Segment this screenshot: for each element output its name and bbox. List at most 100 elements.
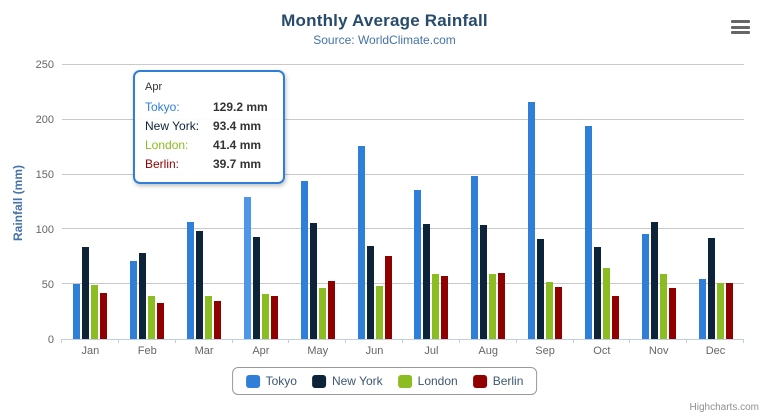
hamburger-bar [731,20,750,23]
bar-group-jul [403,65,460,339]
y-axis-tick-label: 100 [35,224,54,236]
x-axis-tick [743,339,744,343]
tooltip-series-value: 41.4 mm [213,138,262,152]
legend: Tokyo New York London Berlin [231,367,538,395]
x-axis-label-dec: Dec [705,345,726,357]
bar-london-mar[interactable] [205,295,213,339]
x-axis-tick [402,339,403,343]
bar-berlin-mar[interactable] [214,301,222,339]
gridline [62,173,744,175]
legend-swatch [245,374,260,388]
bar-tokyo-aug[interactable] [471,176,479,339]
tooltip-series-label: Berlin: [145,157,180,171]
legend-label: Berlin [492,374,524,388]
bar-new-york-jun[interactable] [366,246,374,339]
tooltip-row: New York: 93.4 mm [145,117,273,136]
bar-tokyo-sep[interactable] [528,101,536,339]
bar-tokyo-may[interactable] [300,181,308,339]
bar-new-york-mar[interactable] [196,231,204,339]
bar-berlin-aug[interactable] [498,272,506,339]
bar-london-may[interactable] [318,287,326,339]
bar-london-dec[interactable] [716,282,724,339]
bar-berlin-apr[interactable] [270,295,278,339]
bar-new-york-may[interactable] [309,222,317,339]
bar-berlin-sep[interactable] [555,286,563,339]
y-axis-labels: 0 50 100 150 200 250 [0,59,54,346]
x-axis-label-jul: Jul [424,345,439,357]
tooltip-series-label: New York: [145,119,200,133]
bar-berlin-jan[interactable] [100,292,108,339]
bar-tokyo-feb[interactable] [130,260,138,339]
hamburger-bar [731,25,750,29]
bar-new-york-dec[interactable] [707,237,715,339]
bar-new-york-oct[interactable] [593,247,601,339]
bar-tokyo-jan[interactable] [73,284,81,339]
legend-item-berlin[interactable]: Berlin [472,374,524,388]
bar-new-york-nov[interactable] [650,222,658,339]
bar-tokyo-mar[interactable] [187,222,195,339]
legend-swatch [472,374,487,388]
tooltip-series-value: 39.7 mm [213,157,262,171]
tooltip-series-value: 93.4 mm [213,119,262,133]
bar-london-feb[interactable] [148,296,156,339]
bar-london-oct[interactable] [602,267,610,339]
bar-berlin-feb[interactable] [157,302,165,339]
bar-group-jun [346,65,403,339]
bar-new-york-jul[interactable] [423,223,431,339]
legend-swatch [311,374,326,388]
bar-berlin-may[interactable] [327,281,335,339]
gridline [62,64,744,65]
bar-berlin-nov[interactable] [668,287,676,339]
legend-label: New York [331,374,383,388]
x-axis-tick [231,339,233,343]
bar-london-jan[interactable] [91,285,99,339]
bar-berlin-jun[interactable] [384,256,392,339]
y-axis-tick-label: 0 [47,334,54,346]
bar-berlin-dec[interactable] [725,283,733,339]
bar-new-york-apr[interactable] [252,236,260,339]
bar-new-york-sep[interactable] [537,239,545,339]
bar-new-york-feb[interactable] [139,252,147,339]
highcharts-credit[interactable]: Highcharts.com [689,402,759,413]
bar-london-jul[interactable] [432,274,440,339]
x-axis-tick [174,339,176,343]
bar-group-sep [517,65,574,339]
bar-group-mar [176,65,233,339]
bar-london-apr[interactable] [261,293,269,339]
bar-group-aug [460,65,517,339]
gridline [62,283,744,285]
bar-group-apr [232,65,289,339]
bar-new-york-aug[interactable] [480,224,488,339]
legend-swatch [397,374,412,388]
y-axis-tick-label: 150 [35,169,54,181]
bar-berlin-oct[interactable] [611,296,619,339]
legend-item-new-york[interactable]: New York [311,374,383,388]
tooltip-row: London: 41.4 mm [145,136,273,155]
bar-tokyo-jun[interactable] [357,146,365,339]
bar-london-jun[interactable] [375,286,383,339]
x-axis-tick [629,339,631,343]
bar-tokyo-nov[interactable] [641,234,649,339]
tooltip-row: Tokyo: 129.2 mm [145,98,273,117]
bar-group-dec [687,65,744,339]
legend-item-tokyo[interactable]: Tokyo [245,374,297,388]
y-axis-tick-label: 200 [35,114,54,126]
hamburger-bar [731,31,750,34]
export-menu-icon[interactable] [731,20,750,34]
bar-london-sep[interactable] [546,281,554,339]
gridline [62,118,744,120]
legend-item-london[interactable]: London [397,374,458,388]
bar-london-nov[interactable] [659,274,667,339]
bar-berlin-jul[interactable] [441,276,449,339]
x-axis-label-oct: Oct [593,345,611,357]
bar-tokyo-oct[interactable] [584,126,592,339]
chart-subtitle: Source: WorldClimate.com [313,33,456,47]
bar-tokyo-dec[interactable] [698,279,706,339]
bar-tokyo-jul[interactable] [414,190,422,339]
x-axis-tick [572,339,574,343]
bar-tokyo-apr[interactable] [243,197,251,339]
bar-new-york-jan[interactable] [82,247,90,339]
x-axis-tick [515,339,517,343]
x-axis-tick [117,339,119,343]
bar-london-aug[interactable] [489,273,497,339]
